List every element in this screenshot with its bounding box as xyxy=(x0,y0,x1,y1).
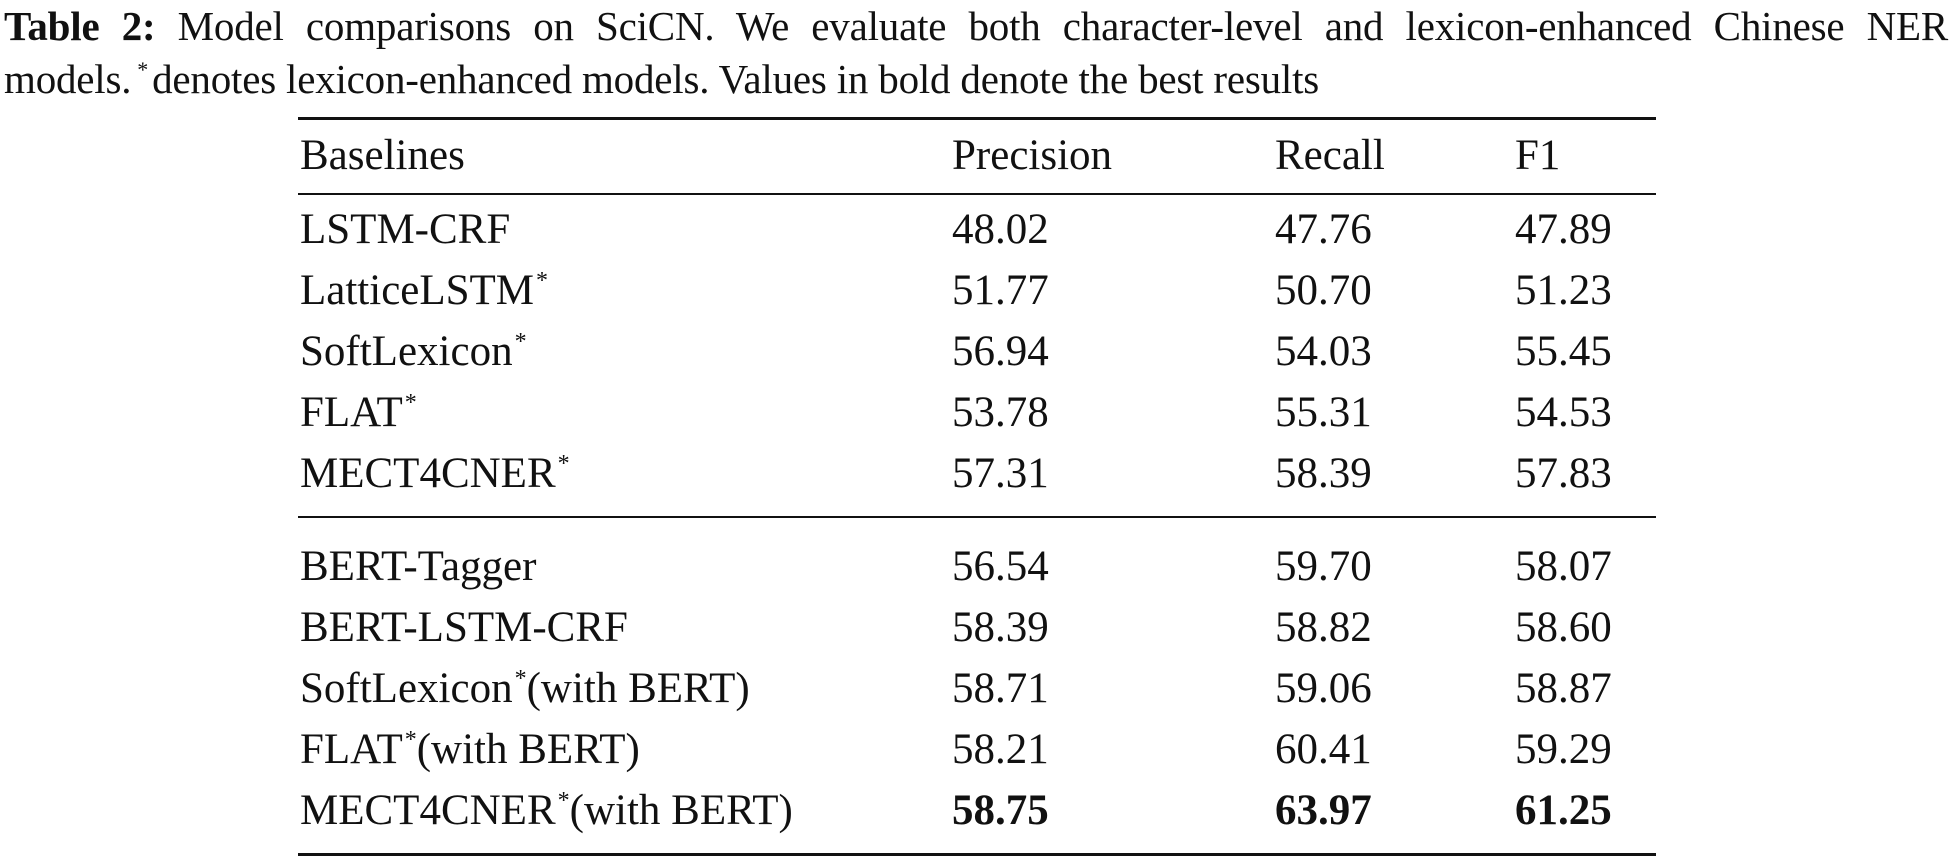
row-f1: 55.45 xyxy=(1515,328,1612,375)
header-precision: Precision xyxy=(952,132,1113,179)
row-precision: 53.78 xyxy=(952,389,1049,436)
table-row: SoftLexicon* 56.94 54.03 55.45 xyxy=(298,322,1656,382)
row-precision-best: 58.75 xyxy=(952,787,1049,834)
header-baselines: Baselines xyxy=(300,132,465,179)
row-recall: 55.31 xyxy=(1275,389,1372,436)
table-row: LSTM-CRF 48.02 47.76 47.89 xyxy=(298,200,1656,260)
row-model-name: SoftLexicon*(with BERT) xyxy=(300,665,750,712)
table-bottom-rule xyxy=(298,853,1656,856)
caption-text-after-marker: denotes lexicon-enhanced models. Values … xyxy=(152,56,1320,102)
row-f1: 58.60 xyxy=(1515,604,1612,651)
row-model-name: BERT-Tagger xyxy=(300,543,537,590)
row-precision: 58.71 xyxy=(952,665,1049,712)
row-recall: 47.76 xyxy=(1275,206,1372,253)
row-recall: 59.70 xyxy=(1275,543,1372,590)
table-top-rule xyxy=(298,117,1656,120)
row-precision: 48.02 xyxy=(952,206,1049,253)
row-model-name: MECT4CNER* xyxy=(300,450,570,497)
row-recall: 58.82 xyxy=(1275,604,1372,651)
table-caption: Table 2: Model comparisons on SciCN. We … xyxy=(4,0,1948,112)
row-recall-best: 63.97 xyxy=(1275,787,1372,834)
row-precision: 58.21 xyxy=(952,726,1049,773)
table-row-best: MECT4CNER*(with BERT) 58.75 63.97 61.25 xyxy=(298,781,1656,841)
caption-text-before-marker: Model comparisons on SciCN. We evaluate … xyxy=(4,3,1948,102)
table-row: FLAT* 53.78 55.31 54.53 xyxy=(298,383,1656,443)
row-recall: 59.06 xyxy=(1275,665,1372,712)
caption-label: Table 2: xyxy=(4,3,156,49)
table-header-rule xyxy=(298,193,1656,195)
row-precision: 58.39 xyxy=(952,604,1049,651)
row-f1: 57.83 xyxy=(1515,450,1612,497)
row-precision: 57.31 xyxy=(952,450,1049,497)
header-recall: Recall xyxy=(1275,132,1385,179)
row-f1: 51.23 xyxy=(1515,267,1612,314)
row-precision: 51.77 xyxy=(952,267,1049,314)
row-model-name: MECT4CNER*(with BERT) xyxy=(300,787,793,834)
row-f1: 47.89 xyxy=(1515,206,1612,253)
row-f1: 59.29 xyxy=(1515,726,1612,773)
table-row: SoftLexicon*(with BERT) 58.71 59.06 58.8… xyxy=(298,659,1656,719)
row-f1: 54.53 xyxy=(1515,389,1612,436)
table-row: BERT-LSTM-CRF 58.39 58.82 58.60 xyxy=(298,598,1656,658)
row-model-name: SoftLexicon* xyxy=(300,328,527,375)
row-model-name: LatticeLSTM* xyxy=(300,267,549,314)
row-precision: 56.94 xyxy=(952,328,1049,375)
row-recall: 54.03 xyxy=(1275,328,1372,375)
row-f1-best: 61.25 xyxy=(1515,787,1612,834)
row-recall: 60.41 xyxy=(1275,726,1372,773)
table-group-rule xyxy=(298,516,1656,518)
row-f1: 58.07 xyxy=(1515,543,1612,590)
table-row: BERT-Tagger 56.54 59.70 58.07 xyxy=(298,537,1656,597)
table-row: MECT4CNER* 57.31 58.39 57.83 xyxy=(298,444,1656,504)
row-recall: 58.39 xyxy=(1275,450,1372,497)
header-f1: F1 xyxy=(1515,132,1561,179)
caption-marker: * xyxy=(137,57,149,82)
row-f1: 58.87 xyxy=(1515,665,1612,712)
table-row: FLAT*(with BERT) 58.21 60.41 59.29 xyxy=(298,720,1656,780)
row-precision: 56.54 xyxy=(952,543,1049,590)
row-model-name: BERT-LSTM-CRF xyxy=(300,604,628,651)
row-model-name: LSTM-CRF xyxy=(300,206,511,253)
row-model-name: FLAT* xyxy=(300,389,417,436)
row-model-name: FLAT*(with BERT) xyxy=(300,726,640,773)
row-recall: 50.70 xyxy=(1275,267,1372,314)
table-row: LatticeLSTM* 51.77 50.70 51.23 xyxy=(298,261,1656,321)
table-header-row: Baselines Precision Recall F1 xyxy=(298,126,1656,186)
